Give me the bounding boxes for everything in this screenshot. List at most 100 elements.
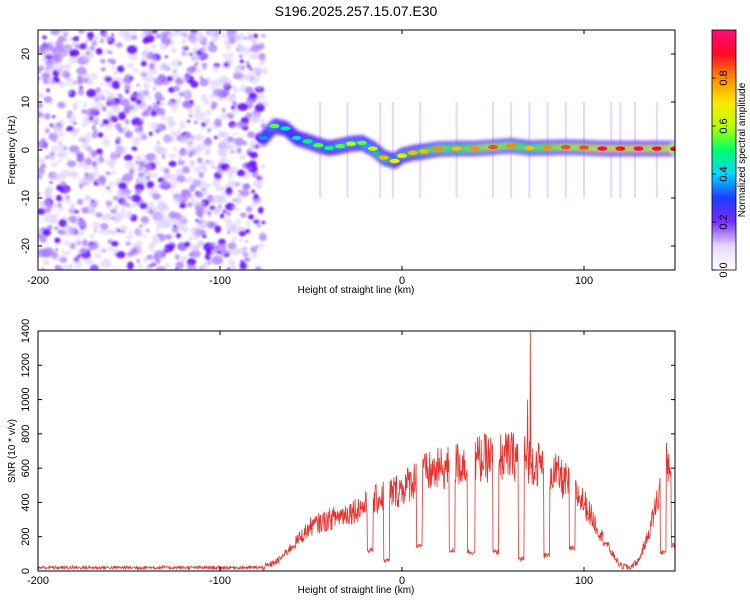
noise-blob bbox=[195, 191, 204, 198]
noise-blob bbox=[136, 83, 140, 87]
noise-blob bbox=[183, 35, 191, 41]
noise-blob bbox=[81, 177, 86, 182]
noise-blob bbox=[95, 48, 103, 55]
noise-blob bbox=[114, 114, 119, 118]
noise-blob bbox=[199, 78, 209, 87]
noise-blob bbox=[131, 146, 138, 151]
ridge-point bbox=[313, 143, 324, 148]
noise-blob bbox=[170, 81, 173, 85]
noise-blob bbox=[111, 169, 117, 176]
noise-blob bbox=[146, 181, 155, 189]
noise-blob bbox=[136, 167, 144, 172]
noise-blob bbox=[45, 155, 50, 160]
noise-blob bbox=[173, 69, 177, 73]
noise-blob bbox=[117, 182, 127, 190]
noise-blob bbox=[113, 253, 117, 256]
noise-blob bbox=[137, 172, 145, 178]
noise-blob bbox=[52, 76, 59, 82]
noise-blob bbox=[110, 208, 117, 214]
noise-blob bbox=[91, 40, 98, 46]
noise-blob bbox=[173, 212, 182, 220]
noise-blob bbox=[211, 101, 218, 107]
noise-blob bbox=[38, 92, 45, 99]
ridge-point bbox=[542, 145, 553, 150]
noise-blob bbox=[71, 167, 74, 170]
noise-blob bbox=[41, 114, 45, 117]
noise-blob bbox=[120, 199, 127, 207]
noise-blob bbox=[89, 265, 100, 270]
noise-blob bbox=[57, 229, 62, 234]
noise-blob bbox=[248, 75, 260, 84]
noise-blob bbox=[162, 173, 171, 181]
noise-blob bbox=[105, 123, 114, 129]
noise-blob bbox=[120, 208, 126, 214]
noise-blob bbox=[126, 62, 135, 69]
noise-blob bbox=[219, 144, 228, 151]
noise-blob bbox=[58, 144, 69, 152]
noise-blob bbox=[183, 241, 191, 248]
noise-blob bbox=[179, 202, 187, 209]
noise-blob bbox=[199, 75, 204, 80]
snr-y-ticks: 0 200 400 600 800 1000 1200 1400 bbox=[20, 319, 675, 574]
ridge-point bbox=[335, 143, 346, 149]
noise-blob bbox=[156, 100, 161, 105]
noise-blob bbox=[137, 264, 144, 269]
noise-blob bbox=[81, 122, 88, 128]
noise-blob bbox=[86, 63, 89, 67]
noise-blob bbox=[100, 223, 109, 230]
noise-blob bbox=[178, 219, 182, 223]
noise-blob bbox=[89, 233, 94, 239]
noise-blob bbox=[145, 264, 152, 270]
noise-blob bbox=[69, 242, 76, 250]
noise-blob bbox=[57, 126, 64, 132]
noise-blob bbox=[42, 35, 47, 40]
noise-blob bbox=[148, 62, 155, 70]
noise-blob bbox=[186, 258, 197, 266]
noise-blob bbox=[105, 171, 111, 176]
noise-blob bbox=[92, 170, 99, 177]
noise-blob bbox=[106, 186, 110, 190]
noise-blob bbox=[110, 216, 115, 220]
noise-blob bbox=[237, 189, 241, 193]
noise-blob bbox=[248, 214, 254, 220]
noise-blob bbox=[59, 52, 66, 58]
noise-blob bbox=[51, 47, 57, 54]
noise-blob bbox=[147, 243, 154, 251]
noise-blob bbox=[171, 138, 176, 143]
noise-blob bbox=[169, 174, 179, 183]
noise-blob bbox=[193, 111, 206, 120]
noise-blob bbox=[231, 228, 236, 233]
colorbar-label: Normalized spectral amplitude bbox=[737, 82, 748, 217]
noise-blob bbox=[82, 164, 89, 171]
noise-blob bbox=[194, 166, 201, 174]
noise-blob bbox=[82, 139, 86, 143]
noise-blob bbox=[131, 243, 137, 248]
noise-blob bbox=[157, 233, 161, 237]
noise-blob bbox=[244, 76, 250, 81]
noise-blob bbox=[226, 166, 235, 175]
noise-blob bbox=[192, 266, 197, 270]
noise-blob bbox=[128, 168, 135, 176]
noise-blob bbox=[249, 140, 258, 149]
noise-blob bbox=[178, 61, 182, 66]
snr-x-label: Height of straight line (km) bbox=[298, 585, 415, 596]
noise-blob bbox=[78, 228, 85, 236]
noise-blob bbox=[251, 189, 256, 194]
noise-blob bbox=[38, 103, 41, 110]
ridge-point bbox=[633, 146, 644, 151]
ridge-point bbox=[302, 139, 313, 144]
noise-blob bbox=[231, 105, 236, 110]
noise-blob bbox=[219, 213, 225, 219]
noise-blob bbox=[78, 30, 85, 35]
noise-blob bbox=[201, 62, 208, 68]
noise-blob bbox=[145, 175, 151, 181]
noise-blob bbox=[55, 194, 63, 202]
ridge-point bbox=[615, 146, 626, 151]
noise-blob bbox=[238, 230, 246, 237]
ridge-point bbox=[324, 145, 335, 151]
noise-blob bbox=[250, 246, 258, 253]
snr-y-label: SNR (10 * v/v) bbox=[7, 419, 18, 483]
noise-blob bbox=[163, 167, 170, 174]
noise-blob bbox=[239, 238, 243, 242]
noise-blob bbox=[162, 184, 168, 190]
